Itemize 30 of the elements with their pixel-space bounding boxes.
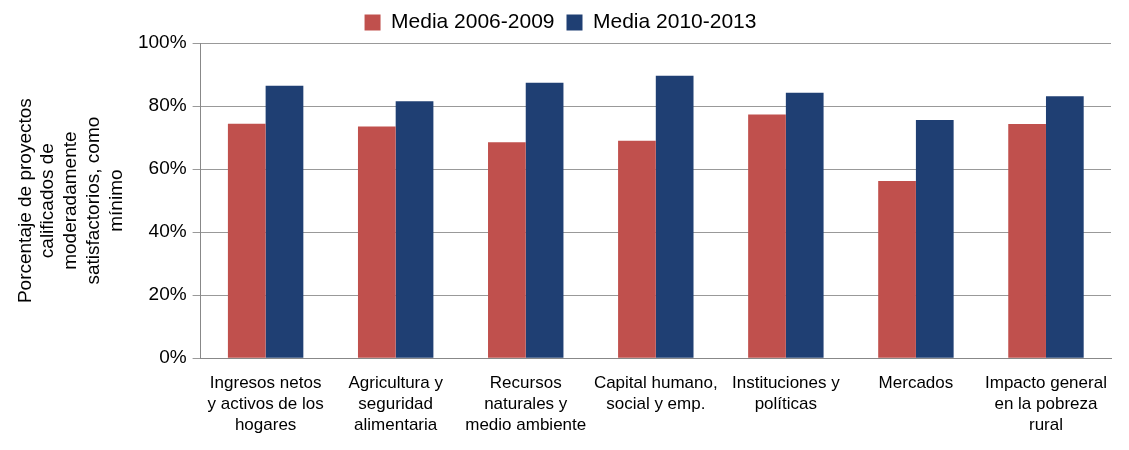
y-tick-label: 0% <box>159 346 187 368</box>
bar <box>1045 96 1084 358</box>
x-tick-label: Mercados <box>878 372 954 392</box>
bar <box>655 75 694 358</box>
bar <box>395 101 434 358</box>
x-tick-label: Agricultura y seguridad alimentaria <box>348 372 444 435</box>
y-tick-label: 60% <box>148 157 187 179</box>
x-tick-label: Recursos naturales y medio ambiente <box>465 372 587 435</box>
x-tick-label: Impacto general en la pobreza rural <box>985 372 1107 435</box>
legend-label: Media 2006-2009 <box>391 9 555 33</box>
x-tick-label: Instituciones y políticas <box>731 372 841 413</box>
bar <box>785 92 824 358</box>
bar <box>227 123 266 358</box>
legend-label: Media 2010-2013 <box>593 9 757 33</box>
bar <box>357 126 396 358</box>
bar <box>488 142 526 358</box>
y-tick-label: 80% <box>148 94 187 116</box>
y-axis-title: Porcentaje de proyectos calificados de moderadamente satisfactorios, como mínimo <box>13 98 126 304</box>
bar <box>618 140 656 358</box>
bar <box>915 119 954 358</box>
y-tick-label: 40% <box>148 220 187 242</box>
y-tick-label: 100% <box>137 31 187 53</box>
x-tick-label: Capital humano, social y emp. <box>593 372 718 413</box>
y-tick-label: 20% <box>148 283 187 305</box>
bar <box>1008 124 1046 358</box>
x-tick-label: Ingresos netos y activos de los hogares <box>207 372 324 435</box>
bar <box>525 82 564 358</box>
bar <box>265 85 304 358</box>
bar <box>748 114 786 358</box>
bar <box>878 181 916 358</box>
